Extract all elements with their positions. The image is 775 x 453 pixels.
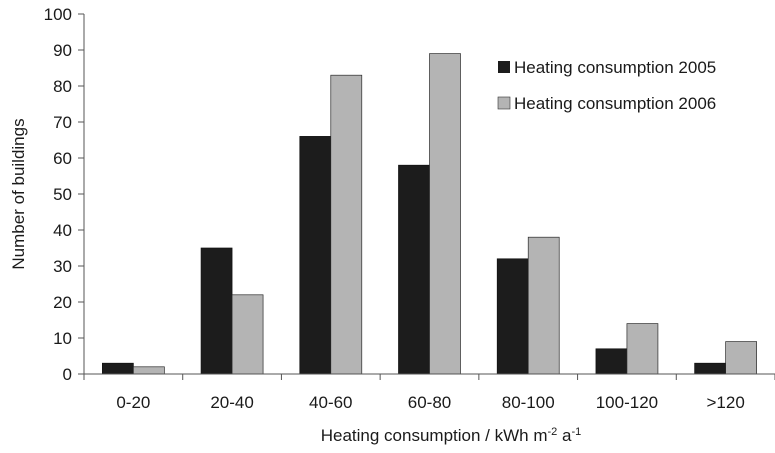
legend-swatch-2005 [498, 61, 510, 73]
y-tick-label: 30 [53, 257, 72, 276]
bar-2005 [102, 362, 134, 375]
bar-2005 [299, 136, 332, 375]
bar-2005 [496, 258, 529, 375]
y-tick-label: 20 [53, 293, 72, 312]
y-tick-label: 0 [63, 365, 72, 384]
x-ticks-group: 0-20 20-40 40-60 60-80 80-100 100-120 >120 [83, 374, 775, 412]
legend-label-2006: Heating consumption 2006 [514, 94, 716, 113]
x-tick-label: 0-20 [116, 393, 150, 412]
y-tick-label: 40 [53, 221, 72, 240]
bar-2006 [330, 74, 363, 375]
bar-2005 [694, 362, 726, 375]
bar-2006 [231, 294, 264, 375]
x-tick-label: 60-80 [408, 393, 451, 412]
bar-2005 [398, 164, 430, 375]
bar-2006 [133, 366, 165, 375]
bar-2005 [200, 247, 233, 375]
y-tick-label: 80 [53, 77, 72, 96]
y-tick-label: 60 [53, 149, 72, 168]
x-tick-label: 40-60 [309, 393, 352, 412]
bar-2006 [527, 236, 560, 375]
bar-2006 [725, 341, 757, 375]
x-axis-title: Heating consumption / kWh m-2 a-1 [321, 426, 582, 445]
y-axis-title: Number of buildings [9, 118, 28, 269]
bars-group [102, 53, 757, 375]
x-axis-title-main: Heating consumption / kWh m [321, 426, 548, 445]
bar-2006 [626, 323, 659, 375]
x-tick-label: 100-120 [596, 393, 658, 412]
bar-2005 [595, 348, 628, 375]
y-tick-label: 50 [53, 185, 72, 204]
y-tick-label: 90 [53, 41, 72, 60]
y-tick-label: 100 [44, 5, 72, 24]
y-tick-label: 70 [53, 113, 72, 132]
y-ticks-group: 0 10 20 30 40 50 60 70 80 90 100 [44, 5, 84, 384]
x-axis-title-mid: a [557, 426, 572, 445]
x-tick-label: 80-100 [502, 393, 555, 412]
y-tick-label: 10 [53, 329, 72, 348]
legend-label-2005: Heating consumption 2005 [514, 58, 716, 77]
legend: Heating consumption 2005 Heating consump… [497, 58, 716, 113]
x-tick-label: >120 [706, 393, 744, 412]
x-axis-title-sup2: -1 [571, 426, 581, 438]
legend-swatch-2006 [497, 96, 511, 110]
x-axis-title-sup1: -2 [548, 426, 558, 438]
x-tick-label: 20-40 [210, 393, 253, 412]
bar-2006 [429, 53, 461, 375]
